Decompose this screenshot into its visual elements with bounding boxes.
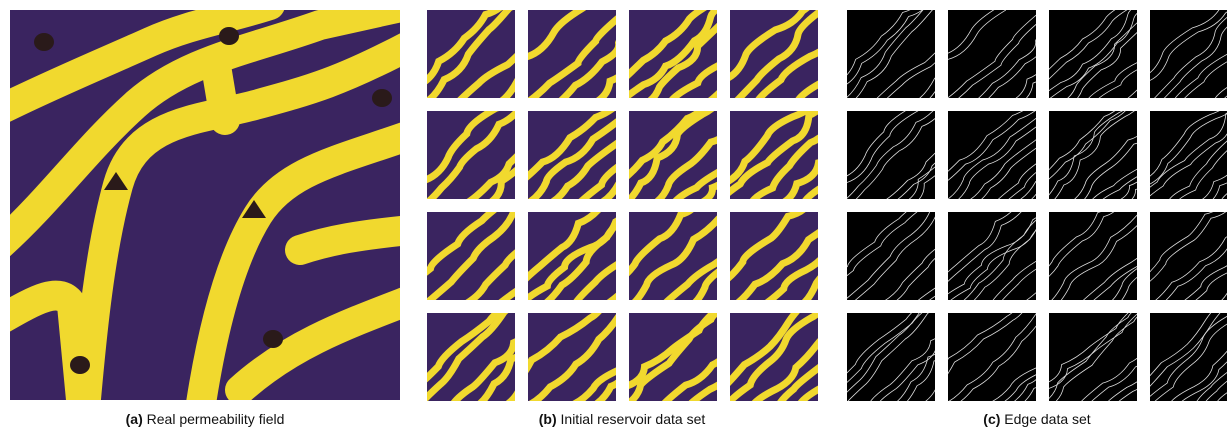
caption-c: (c) Edge data set — [983, 411, 1091, 427]
figure: (a) Real permeability field (b) Initial … — [0, 0, 1227, 434]
tile-background — [948, 313, 1036, 401]
caption-label: (b) — [539, 411, 557, 427]
caption-b: (b) Initial reservoir data set — [539, 411, 706, 427]
tile-background — [948, 10, 1036, 98]
caption-label: (c) — [983, 411, 1000, 427]
real-permeability-field — [0, 5, 410, 410]
reservoir-data-set — [392, 0, 925, 408]
edge-data-set — [809, 0, 1227, 410]
caption-label: (a) — [126, 411, 143, 427]
tile-background — [948, 212, 1036, 300]
tile-background — [1150, 111, 1227, 199]
tile-background — [1150, 313, 1227, 401]
caption-text: Edge data set — [1004, 411, 1091, 427]
tile-background — [847, 111, 935, 199]
tile-background — [1049, 10, 1137, 98]
tile-background — [1049, 313, 1137, 401]
caption-a: (a) Real permeability field — [126, 411, 285, 427]
caption-text: Real permeability field — [147, 411, 285, 427]
tile-background — [847, 10, 935, 98]
caption-text: Initial reservoir data set — [561, 411, 706, 427]
tile-background — [948, 111, 1036, 199]
tile-background — [1049, 212, 1137, 300]
